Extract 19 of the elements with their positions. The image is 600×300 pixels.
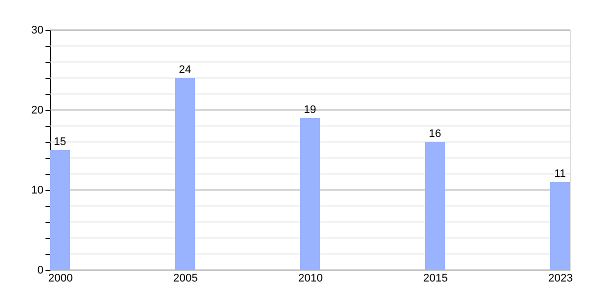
bar — [300, 118, 320, 270]
x-tick-label: 2023 — [548, 272, 573, 284]
data-label: 15 — [54, 136, 66, 148]
data-label: 16 — [428, 128, 442, 140]
data-label: 11 — [554, 168, 566, 180]
x-tick-label: 2000 — [48, 272, 73, 284]
bar — [550, 182, 570, 270]
bar — [175, 78, 195, 270]
y-tick-label: 20 — [31, 104, 44, 116]
x-tick-label: 2005 — [173, 272, 198, 284]
x-tick-label: 2010 — [298, 272, 323, 284]
y-tick-label: 30 — [31, 24, 44, 36]
data-label: 19 — [304, 104, 316, 116]
bar — [425, 142, 445, 270]
data-label: 24 — [178, 64, 192, 76]
y-tick-label: 10 — [31, 184, 44, 196]
y-tick-label: 0 — [37, 264, 44, 276]
x-tick-label: 2015 — [423, 272, 448, 284]
bar — [50, 150, 70, 270]
